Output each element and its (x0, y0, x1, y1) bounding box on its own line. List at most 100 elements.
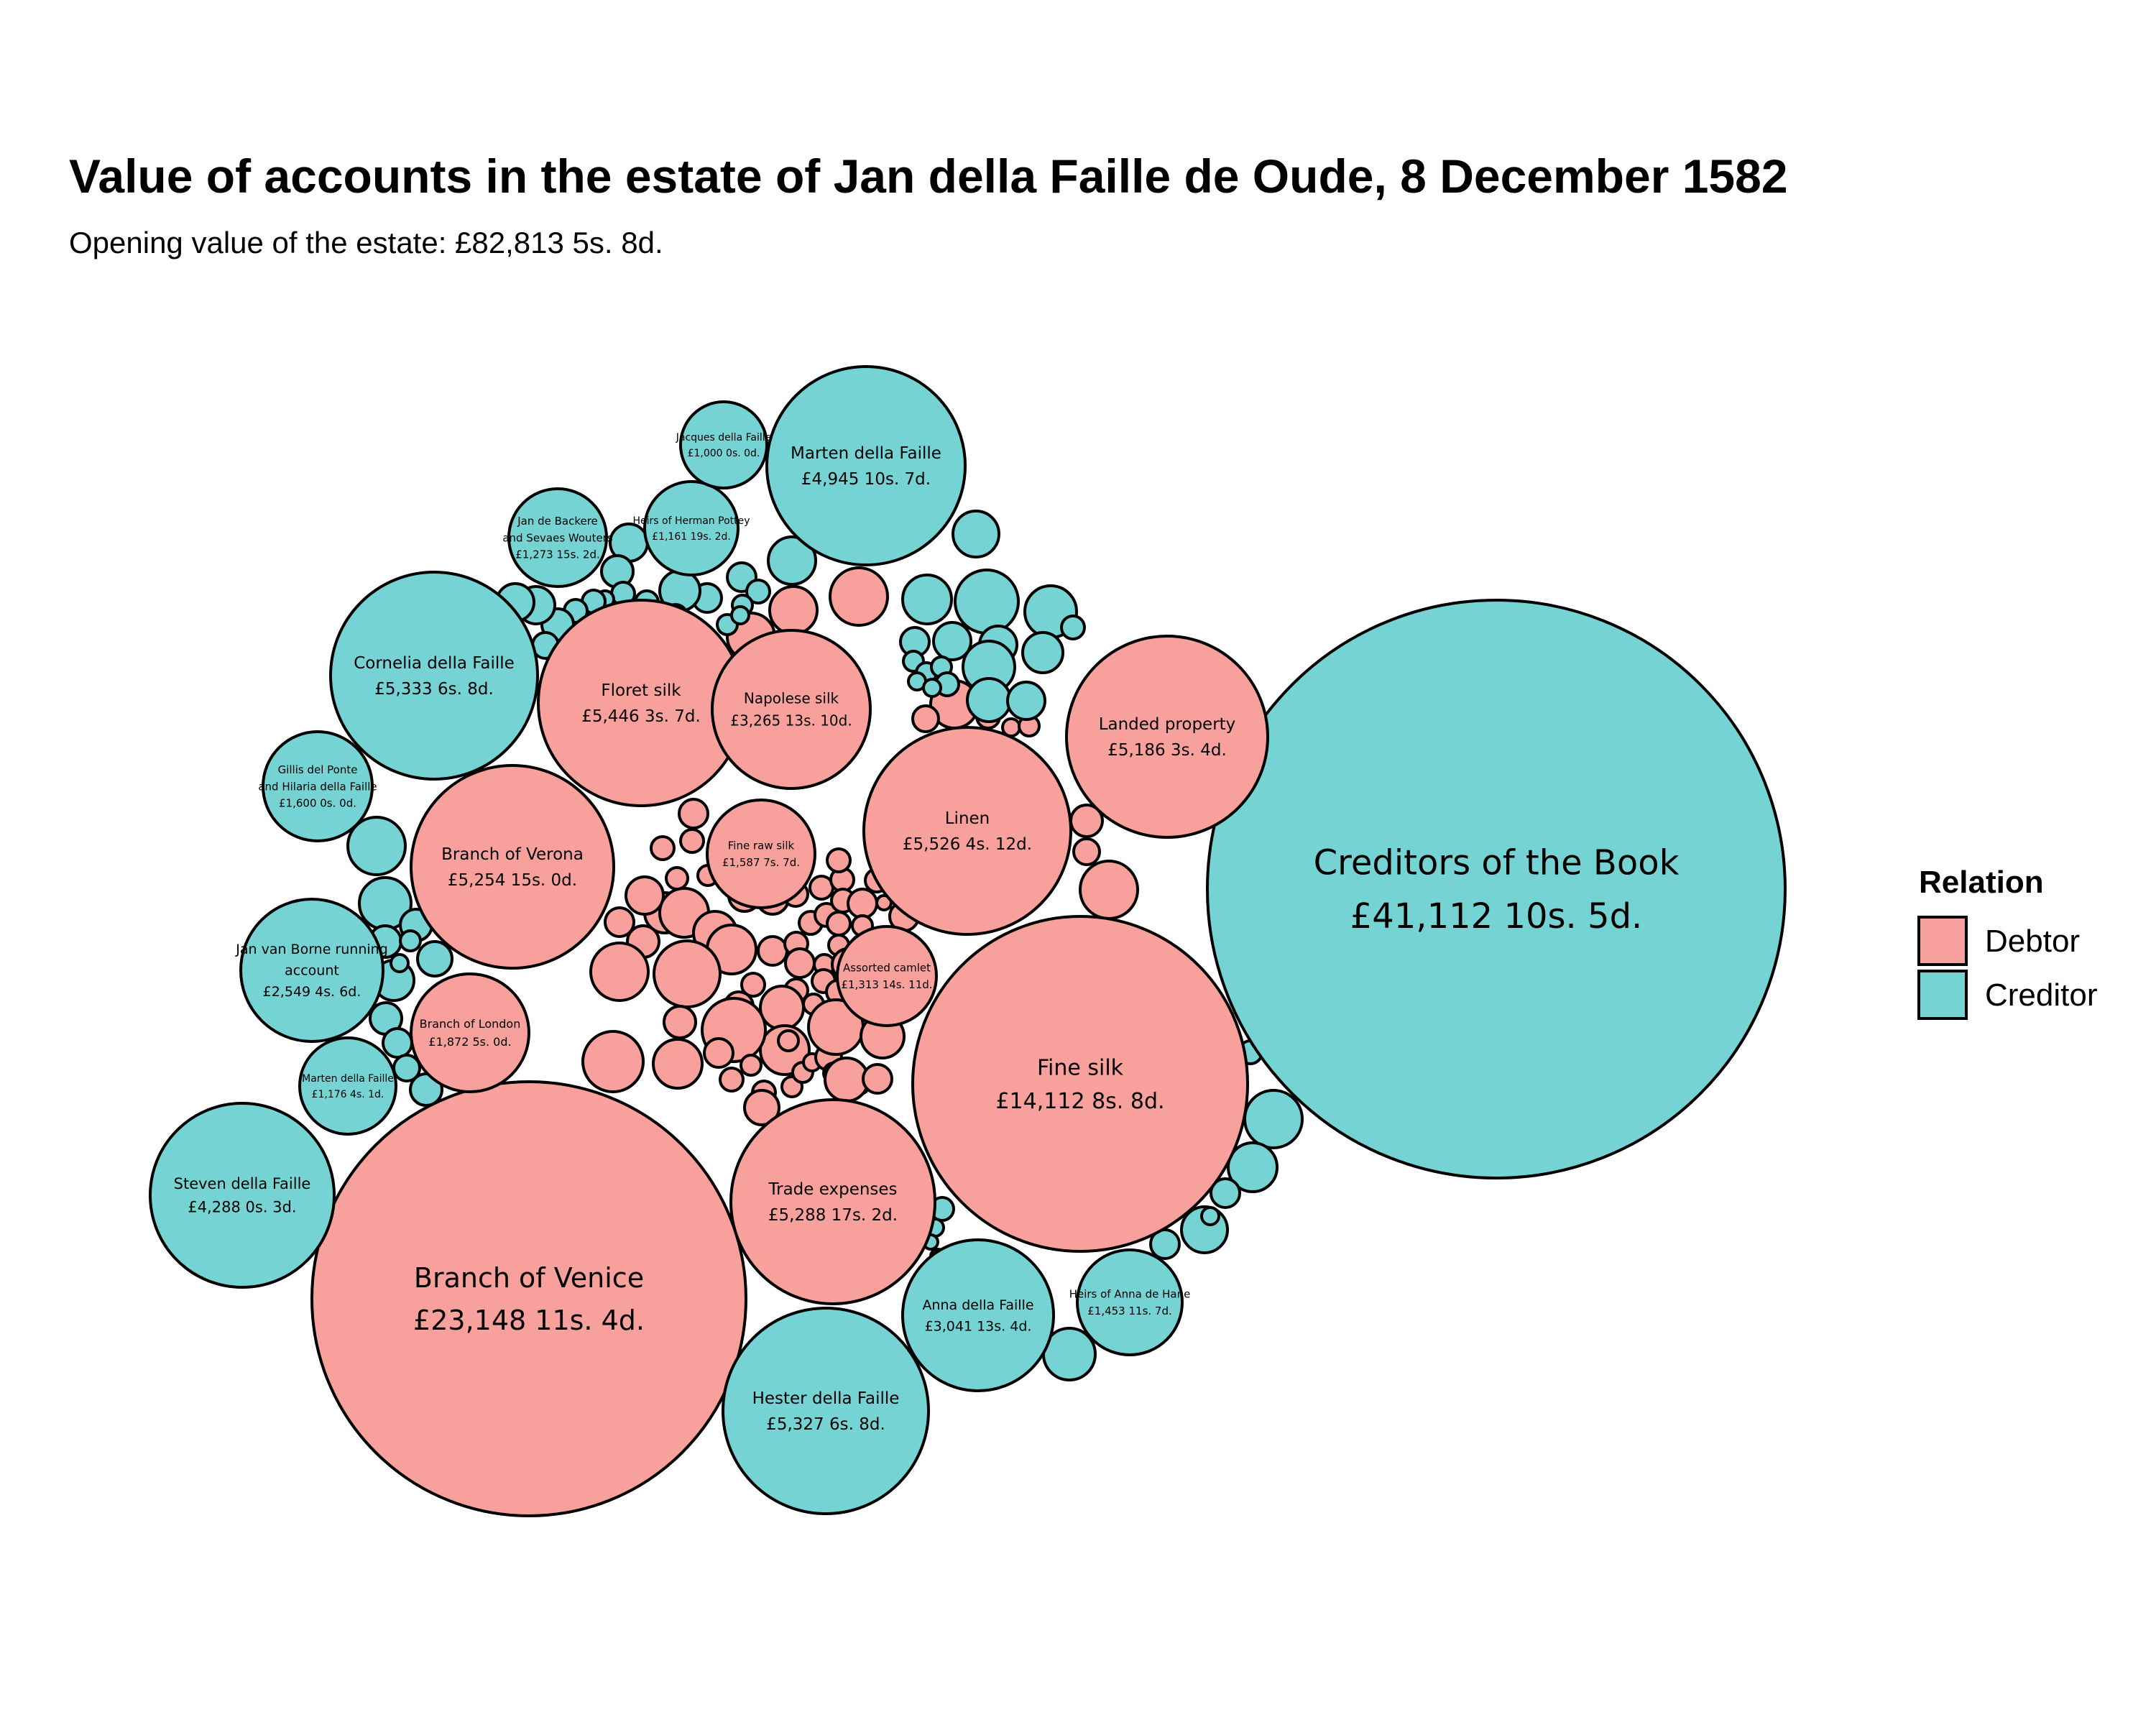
account-value-label: £1,176 4s. 1d. (312, 1089, 384, 1100)
account-value-label: £2,549 4s. 6d. (263, 984, 361, 1000)
account-name-label: Jan de Backere (517, 515, 598, 528)
minor-account-bubble (862, 1063, 893, 1095)
account-value-label: £5,526 4s. 12d. (903, 835, 1032, 854)
account-name-label: and Hilaria della Faille (258, 780, 377, 793)
account-bubble (711, 629, 872, 790)
account-value-label: £4,288 0s. 3d. (188, 1199, 296, 1216)
account-bubble (239, 898, 384, 1043)
minor-account-bubble (719, 1067, 745, 1092)
account-name-label: Jacques della Faille (676, 432, 771, 443)
minor-account-bubble (847, 888, 878, 919)
minor-account-bubble (743, 1089, 780, 1126)
account-bubble (722, 1307, 930, 1515)
minor-account-bubble (745, 579, 771, 604)
account-bubble (507, 487, 608, 588)
account-name-label: Trade expenses (768, 1180, 897, 1199)
minor-account-bubble (757, 935, 788, 967)
minor-account-bubble (663, 1005, 697, 1039)
minor-account-bubble (652, 1038, 704, 1090)
account-bubble (1206, 599, 1787, 1179)
minor-account-bubble (1072, 837, 1101, 866)
minor-account-bubble (740, 972, 766, 998)
chart-title: Value of accounts in the estate of Jan d… (69, 150, 1788, 203)
minor-account-bubble (784, 947, 816, 979)
minor-account-bubble (1079, 860, 1139, 920)
legend-swatch-debtor (1917, 916, 1968, 966)
minor-account-bubble (826, 911, 852, 937)
account-value-label: £1,587 7s. 7d. (722, 856, 800, 869)
account-value-label: £4,945 10s. 7d. (801, 470, 931, 489)
minor-account-bubble (1006, 681, 1046, 721)
account-bubble (643, 480, 740, 576)
account-bubble (310, 1080, 747, 1517)
account-bubble (149, 1102, 336, 1289)
legend-swatch-creditor (1917, 970, 1968, 1020)
minor-account-bubble (390, 953, 410, 973)
minor-account-bubble (678, 798, 709, 829)
account-name-label: Branch of Venice (414, 1262, 644, 1294)
minor-account-bubble (399, 929, 422, 952)
account-bubble (410, 764, 615, 970)
account-name-label: Hester della Faille (752, 1389, 900, 1408)
account-bubble (262, 730, 374, 842)
account-value-label: £1,872 5s. 0d. (428, 1035, 511, 1049)
minor-account-bubble (1210, 1177, 1241, 1209)
account-value-label: £1,453 11s. 7d. (1087, 1305, 1172, 1317)
account-name-label: Floret silk (601, 681, 681, 700)
minor-account-bubble (824, 1057, 870, 1103)
account-name-label: Heirs of Herman Pottey (632, 515, 750, 527)
account-bubble (329, 571, 539, 781)
minor-account-bubble (625, 875, 665, 916)
minor-account-bubble (416, 940, 453, 978)
account-bubble (901, 1238, 1055, 1392)
account-value-label: £5,254 15s. 0d. (448, 871, 577, 890)
account-value-label: £3,265 13s. 10d. (730, 712, 852, 730)
account-bubble (298, 1036, 397, 1136)
account-bubble (911, 915, 1249, 1253)
account-value-label: £5,446 3s. 7d. (581, 707, 701, 726)
minor-account-bubble (346, 816, 407, 876)
account-value-label: £23,148 11s. 4d. (413, 1305, 645, 1336)
account-name-label: Napolese silk (744, 690, 839, 707)
account-name-label: Marten della Faille (302, 1073, 394, 1085)
minor-account-bubble (901, 574, 953, 625)
minor-account-bubble (740, 1054, 763, 1077)
account-bubble (706, 799, 816, 909)
account-bubble (862, 726, 1072, 936)
minor-account-bubble (759, 985, 805, 1031)
account-name-label: Branch of Verona (441, 845, 584, 864)
minor-account-bubble (1200, 1206, 1220, 1226)
minor-account-bubble (653, 939, 722, 1008)
minor-account-bubble (604, 906, 635, 938)
account-name-label: Fine raw silk (728, 840, 795, 852)
minor-account-bubble (932, 621, 972, 661)
minor-account-bubble (826, 847, 852, 873)
minor-account-bubble (1021, 631, 1064, 674)
account-name-label: Steven della Faille (174, 1175, 311, 1192)
account-name-label: Heirs of Anna de Hane (1069, 1288, 1191, 1301)
minor-account-bubble (1243, 1089, 1304, 1149)
account-bubble (729, 1098, 936, 1305)
account-bubble (410, 972, 530, 1093)
account-value-label: £1,000 0s. 0d. (688, 448, 760, 459)
minor-account-bubble (1227, 1141, 1279, 1193)
legend-label-creditor: Creditor (1985, 978, 2098, 1013)
account-value-label: £1,161 19s. 2d. (652, 531, 731, 543)
account-name-label: Branch of London (420, 1017, 521, 1031)
account-value-label: £14,112 8s. 8d. (995, 1089, 1164, 1114)
account-name-label: account (285, 963, 339, 979)
minor-account-bubble (730, 605, 750, 625)
account-value-label: £1,313 14s. 11d. (841, 978, 932, 991)
account-bubble (836, 925, 938, 1027)
account-value-label: £3,041 13s. 4d. (925, 1318, 1032, 1334)
account-name-label: Cornelia della Faille (354, 654, 515, 673)
account-name-label: Linen (945, 809, 990, 828)
minor-account-bubble (777, 1029, 800, 1052)
account-name-label: and Sevaes Wouters (502, 531, 613, 544)
account-value-label: £1,600 0s. 0d. (279, 797, 356, 810)
account-bubble (765, 365, 967, 566)
account-value-label: £5,288 17s. 2d. (768, 1206, 898, 1225)
bubble-area: Creditors of the Book £41,112 10s. 5d. Bra… (149, 365, 1787, 1517)
minor-account-bubble (768, 585, 819, 635)
